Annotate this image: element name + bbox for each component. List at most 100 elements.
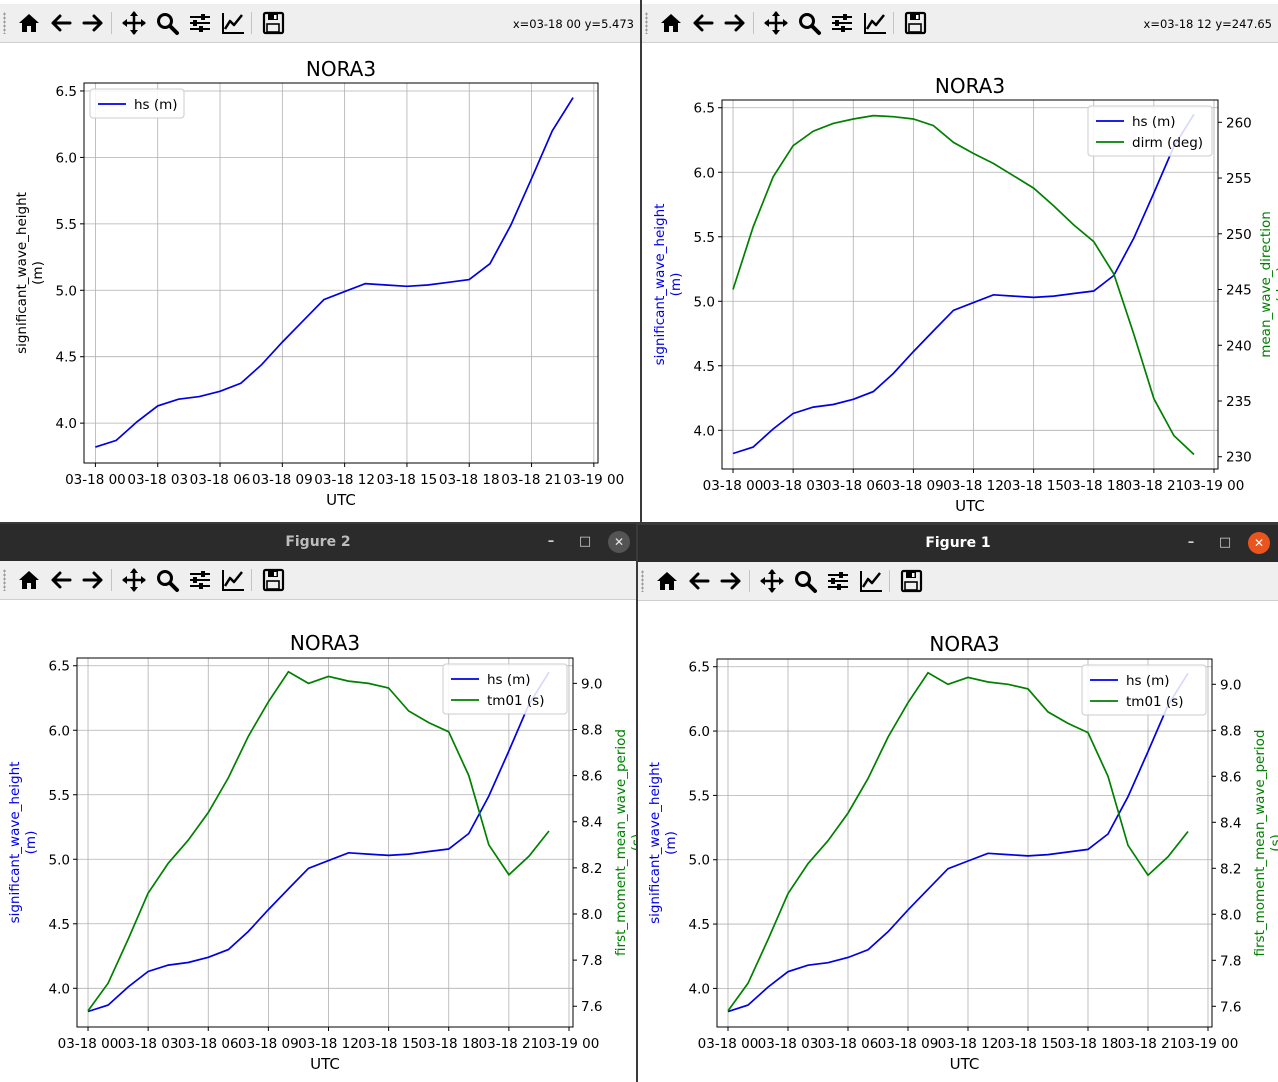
sliders-icon [828,572,848,590]
series-line-hs [732,113,1195,455]
legend-box [89,88,185,119]
y-axis-label: (m) [663,831,679,855]
toolbar-grip[interactable] [645,12,648,34]
close-button[interactable]: ✕ [608,531,630,553]
legend-box [442,663,568,715]
move-icon [764,11,788,35]
chart-title: NORA3 [306,57,376,81]
zoom-icon [799,13,821,35]
figure-canvas[interactable]: NORA3 03-18 00 03-18 03 03-18 06 03-18 09 03-… [638,601,1278,1082]
zoom-icon [157,13,179,35]
home-button[interactable] [16,567,42,593]
subplots-button[interactable] [825,568,851,594]
legend-entry-label: dirm (deg) [1132,135,1203,151]
figure-canvas[interactable]: NORA3 03-18 00 03-18 03 03-18 06 03-18 09 03-… [0,43,640,522]
series-line-hs [95,97,574,448]
y2-tick-label: 7.8 [581,953,602,969]
x-tick-label: 03-18 06 [190,472,251,488]
y2-tick-label: 245 [1226,283,1252,299]
maximize-button[interactable]: □ [1218,535,1232,550]
y-tick-label: 6.0 [49,723,70,739]
subplots-button[interactable] [187,10,213,36]
y-tick-label: 5.0 [694,294,715,310]
zoom-button[interactable] [154,567,180,593]
pan-button[interactable] [759,568,785,594]
x-tick-label: 03-18 09 [883,478,944,494]
y-tick-label: 6.5 [689,660,710,676]
save-icon [262,568,285,592]
save-icon [904,11,927,35]
toolbar-grip[interactable] [3,12,6,34]
home-button[interactable] [658,10,684,36]
y-tick-label: 5.5 [56,217,77,233]
y2-tick-label: 235 [1226,394,1252,410]
series-line-secondary [727,671,1189,1012]
edit-axes-button[interactable] [862,10,888,36]
back-button[interactable] [48,567,74,593]
axes-frame [83,82,599,464]
y2-tick-label: 8.2 [581,861,602,877]
zoom-button[interactable] [796,10,822,36]
pan-button[interactable] [121,567,147,593]
pan-button[interactable] [763,10,789,36]
zoom-button[interactable] [154,10,180,36]
x-axis-label: UTC [326,491,356,509]
x-tick-label: 03-18 09 [238,1036,299,1052]
figure-canvas[interactable]: NORA3 03-18 00 03-18 03 03-18 06 03-18 09 03-… [642,43,1278,522]
minimize-button[interactable]: – [1187,535,1195,550]
x-tick-label: 03-18 21 [1124,478,1185,494]
x-tick-label: 03-18 12 [938,1036,999,1052]
axes-frame [76,657,574,1028]
maximize-button[interactable]: □ [578,534,592,549]
y-tick-label: 4.0 [694,423,715,439]
forward-button[interactable] [80,10,106,36]
y2-tick-label: 260 [1226,115,1252,131]
forward-arrow-icon [724,14,745,32]
toolbar-grip[interactable] [3,569,6,591]
navigation-toolbar [638,562,1278,601]
subplots-button[interactable] [829,10,855,36]
forward-button[interactable] [718,568,744,594]
x-tick-label: 03-18 12 [314,472,375,488]
edit-axes-button[interactable] [220,567,246,593]
save-button[interactable] [902,10,928,36]
window-titlebar[interactable]: Figure 2 – □ ✕ [0,524,636,561]
save-button[interactable] [260,10,286,36]
save-button[interactable] [898,568,924,594]
y-tick-label: 4.5 [56,350,77,366]
y-tick-label: 4.5 [689,917,710,933]
y-tick-label: 4.5 [694,359,715,375]
x-tick-label: 03-18 06 [178,1036,239,1052]
pan-button[interactable] [121,10,147,36]
y2-tick-label: 8.0 [581,907,602,923]
edit-axes-button[interactable] [858,568,884,594]
save-button[interactable] [260,567,286,593]
y2-tick-label: 8.2 [1220,861,1241,877]
subplots-button[interactable] [187,567,213,593]
forward-button[interactable] [80,567,106,593]
toolbar-separator [753,12,754,34]
home-icon [19,571,39,589]
minimize-button[interactable]: – [547,534,555,549]
x-tick-label: 03-18 00 [58,1036,119,1052]
back-button[interactable] [48,10,74,36]
figure-canvas[interactable]: NORA3 03-18 00 03-18 03 03-18 06 03-18 09 03-… [0,600,636,1082]
y2-tick-label: 240 [1226,338,1252,354]
x-tick-label: 03-19 00 [1184,478,1245,494]
home-button[interactable] [16,10,42,36]
zoom-button[interactable] [792,568,818,594]
y2-tick-label: 8.0 [1220,907,1241,923]
back-button[interactable] [686,568,712,594]
y-tick-label: 5.5 [689,788,710,804]
back-button[interactable] [690,10,716,36]
y2-tick-label: 230 [1226,450,1252,466]
forward-button[interactable] [722,10,748,36]
chart-title: NORA3 [929,632,999,656]
legend-entry-label: hs (m) [1132,114,1176,130]
close-button[interactable]: ✕ [1248,532,1270,554]
home-button[interactable] [654,568,680,594]
edit-axes-button[interactable] [220,10,246,36]
toolbar-grip[interactable] [641,570,644,592]
window-titlebar[interactable]: Figure 1 – □ ✕ [638,525,1278,562]
